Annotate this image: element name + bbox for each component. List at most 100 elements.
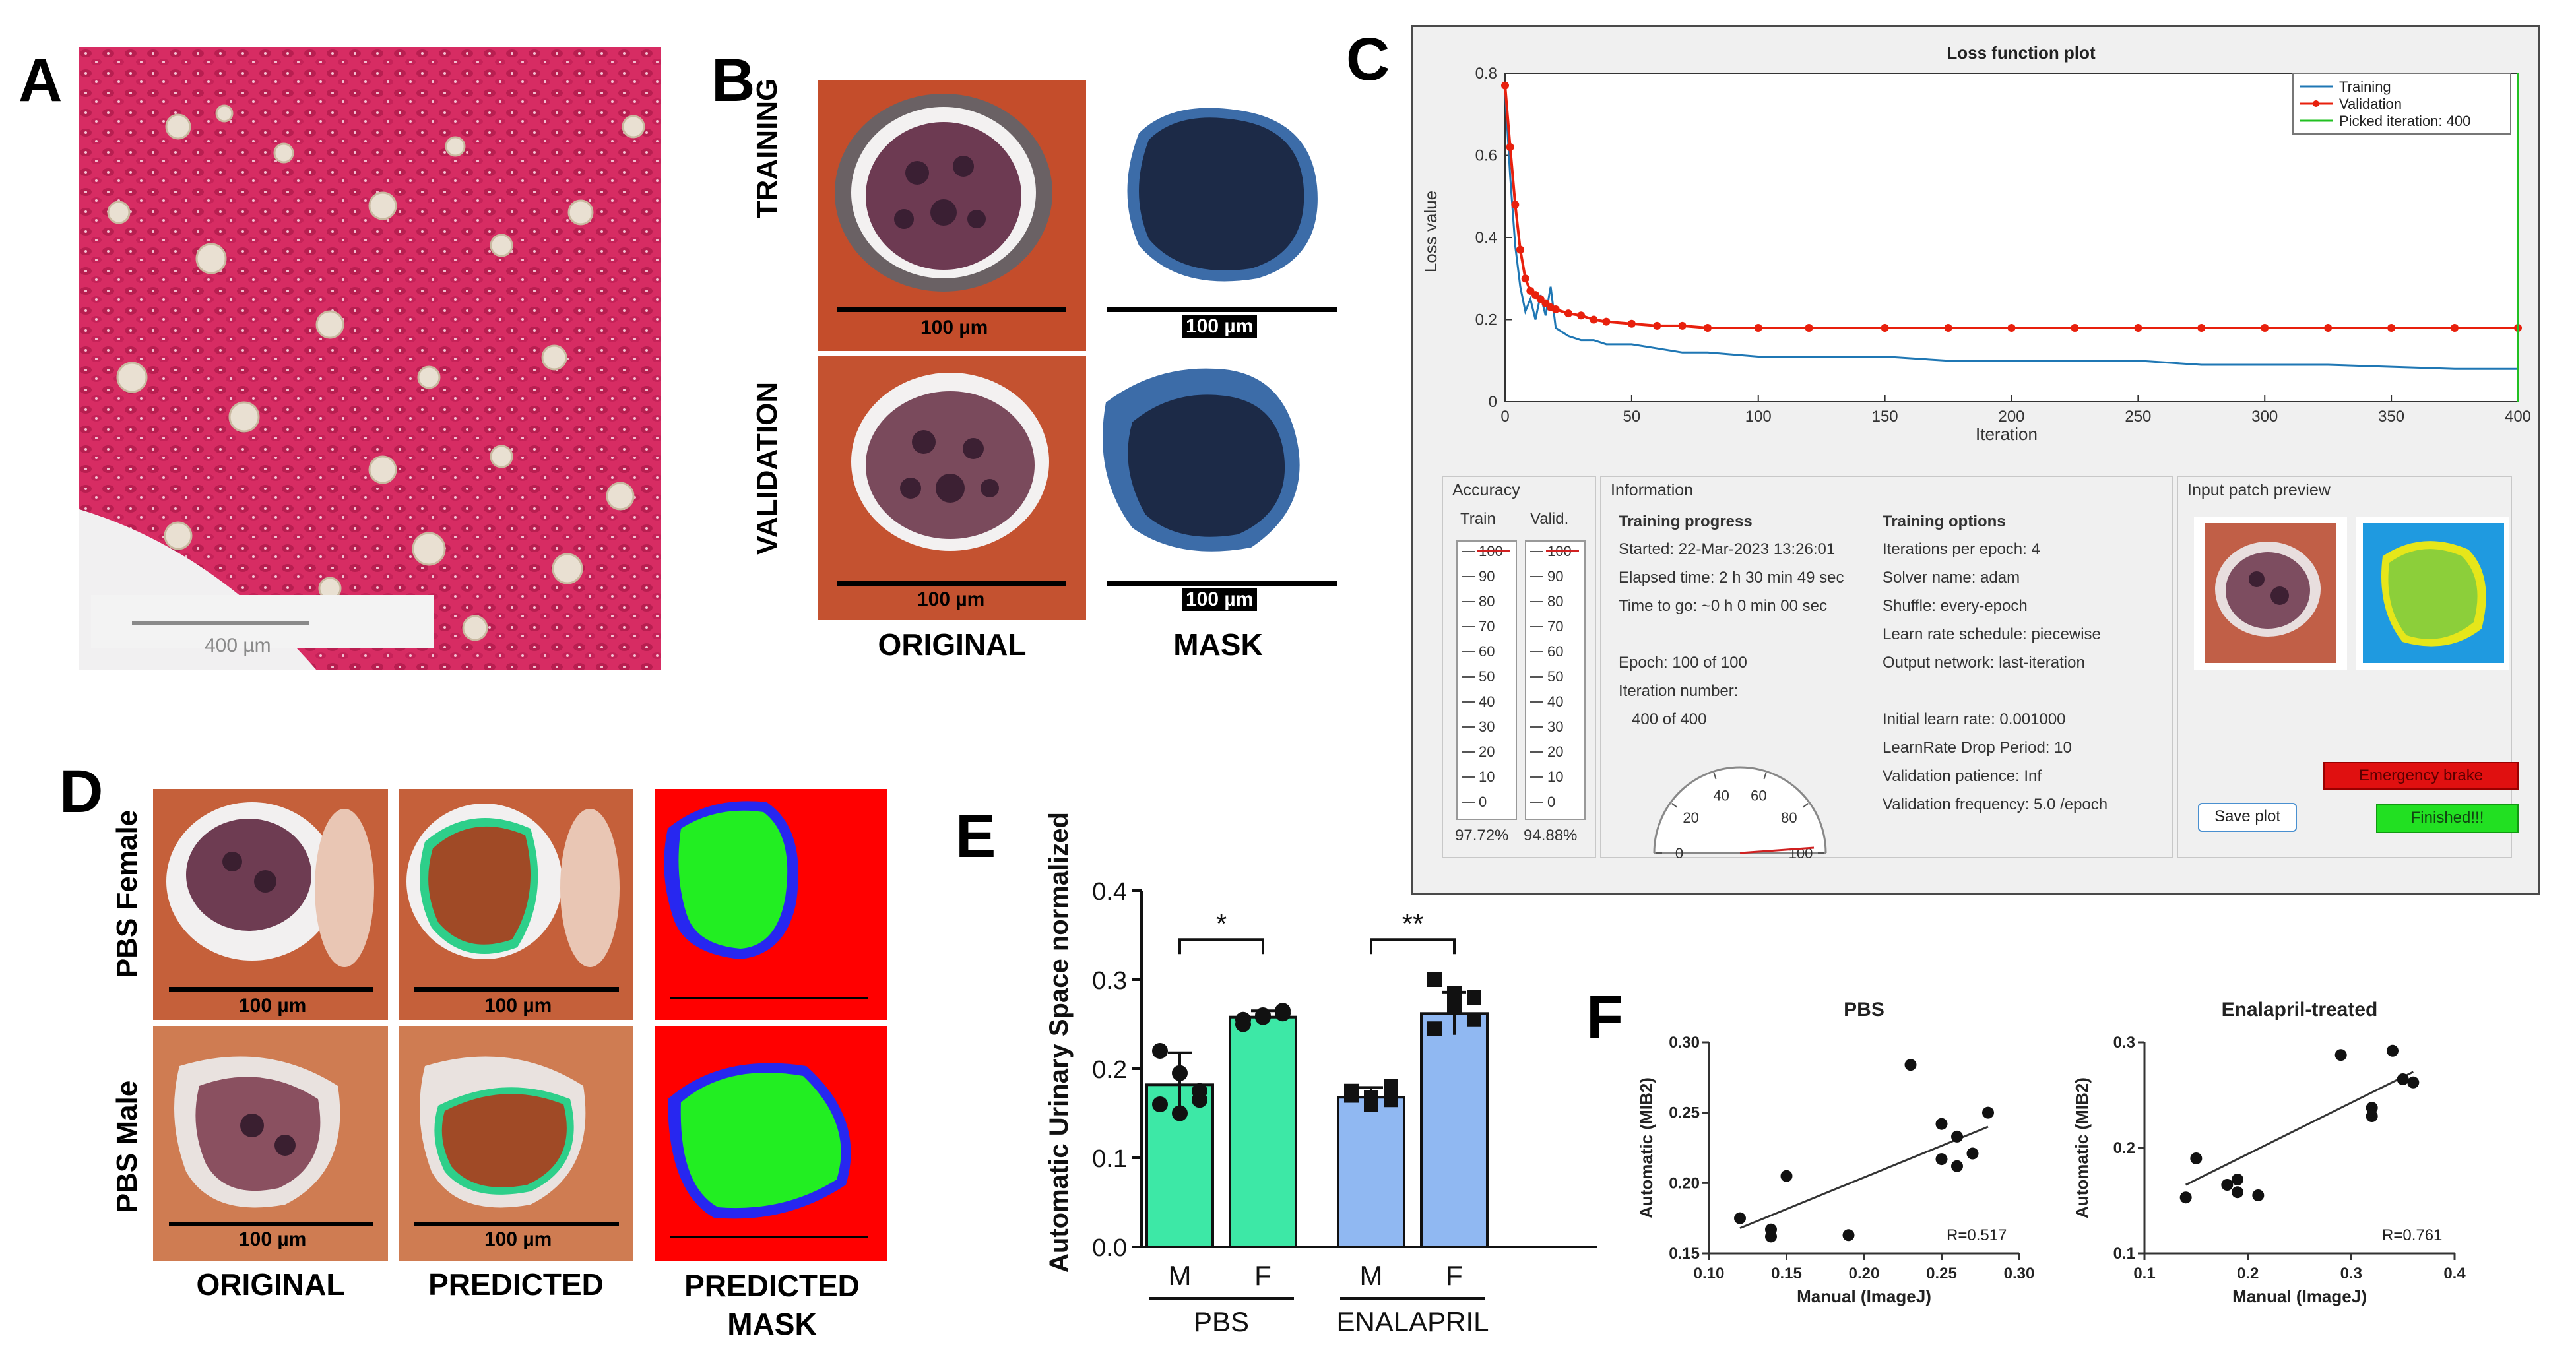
col-label-original-d: ORIGINAL <box>196 1267 345 1302</box>
gauge-tick-mark <box>1530 776 1543 778</box>
f-point <box>2366 1102 2378 1114</box>
col-label-original-b: ORIGINAL <box>878 627 1027 662</box>
row-label-validation: VALIDATION <box>751 381 783 555</box>
gauge-tick-label: 10 <box>1547 769 1564 785</box>
validation-point <box>2387 323 2396 332</box>
e-point <box>1467 1012 1481 1027</box>
gauge-tick-label: 70 <box>1479 618 1495 635</box>
f-xtick-label: 0.2 <box>2237 1265 2259 1282</box>
gauge-tick-mark <box>1462 726 1475 728</box>
scalebar-d5 <box>414 1222 619 1226</box>
e-point <box>1427 1021 1442 1036</box>
accuracy-box: Accuracy Train Valid. 100908070605040302… <box>1442 476 1596 858</box>
f-point <box>2221 1179 2234 1191</box>
gauge-tick-label: 50 <box>1479 668 1495 685</box>
f-point <box>1780 1170 1793 1182</box>
loss-ytick-label: 0.8 <box>1475 65 1497 82</box>
d-male-predicted-mask <box>655 1026 887 1261</box>
training-progress-title: Training progress <box>1619 513 1753 530</box>
legend-training: Training <box>2339 79 2391 95</box>
loss-series-training <box>1504 89 2518 370</box>
gauge-tick-label: 40 <box>1547 693 1564 710</box>
f-ylabel: Automatic (MIB2) <box>2072 1077 2092 1218</box>
validation-point <box>1551 305 1560 313</box>
bar-chart-e: Automatic Urinary Space normalized 0.0 0.… <box>1045 812 1597 1337</box>
f-xlabel: Manual (ImageJ) <box>1797 1286 1931 1306</box>
loss-ytick-label: 0 <box>1489 393 1497 411</box>
gauge-tick-label: 80 <box>1479 593 1495 610</box>
scalebar-b-validation-label: 100 µm <box>917 588 985 610</box>
loss-plot-title: Loss function plot <box>1947 43 2096 63</box>
col-label-predicted-mask-d: PREDICTED MASK <box>684 1269 860 1341</box>
scalebar-b-training <box>837 307 1066 312</box>
option-line: Initial learn rate: 0.001000 <box>1883 710 2066 728</box>
kidney-section-image: 400 µm <box>79 47 661 670</box>
e-ylabel: Automatic Urinary Space normalized <box>1045 812 1074 1273</box>
gauge-tick-label: 20 <box>1479 743 1495 760</box>
f-point <box>1904 1059 1917 1071</box>
validation-point <box>1577 311 1586 320</box>
gauge-tick-label: 30 <box>1547 718 1564 735</box>
gauge-tick-label: 60 <box>1479 643 1495 660</box>
kidney-tissue-texture <box>79 47 661 670</box>
validation-point <box>1511 201 1520 209</box>
f-point <box>1842 1229 1855 1242</box>
scalebar-b-validation-mask <box>1107 581 1337 586</box>
gauge-tick-mark <box>1530 626 1543 627</box>
gauge-tick-label: 0 <box>1479 794 1487 810</box>
dial-tick-label: 40 <box>1713 788 1729 804</box>
e-point <box>1447 999 1462 1014</box>
progress-line: Iteration number: <box>1619 682 1739 700</box>
gauge-tick-label: 90 <box>1479 568 1495 584</box>
validation-point <box>2007 323 2016 332</box>
training-window: Loss function plot Iteration Loss value … <box>1411 25 2540 895</box>
finished-button[interactable]: Finished!!! <box>2376 804 2519 833</box>
e-ytick-label: 0.3 <box>1092 967 1127 995</box>
f-ytick-label: 0.25 <box>1669 1104 1700 1122</box>
panel-label-c: C <box>1346 26 1390 93</box>
gauge-tick-mark <box>1530 676 1543 678</box>
validation-point <box>1516 245 1525 254</box>
dial-tick <box>1713 772 1717 780</box>
panel-label-e: E <box>955 803 996 870</box>
validation-point <box>1881 323 1889 332</box>
loss-xtick-label: 250 <box>2125 408 2151 426</box>
f-annotation: R=0.761 <box>2382 1226 2442 1244</box>
scalebar-d1 <box>169 987 373 992</box>
train-label: Train <box>1460 510 1496 528</box>
d-female-original: 100 µm <box>153 789 388 1020</box>
validation-point <box>2261 323 2269 332</box>
scalebar-b-training-mask <box>1107 307 1337 312</box>
e-point <box>1384 1079 1398 1094</box>
progress-line: Elapsed time: 2 h 30 min 49 sec <box>1619 569 1844 586</box>
f-point <box>1935 1118 1948 1130</box>
f-xtick-label: 0.25 <box>1926 1265 1957 1282</box>
validation-point <box>2134 323 2142 332</box>
progress-line: 400 of 400 <box>1619 710 1707 728</box>
f-ylabel: Automatic (MIB2) <box>1636 1077 1656 1218</box>
validation-point <box>2071 323 2079 332</box>
gauge-tick-mark <box>1462 576 1475 577</box>
gauge-tick-mark <box>1462 551 1475 552</box>
e-point <box>1275 1003 1291 1019</box>
validation-point <box>1501 81 1509 90</box>
f-xtick-label: 0.20 <box>1849 1265 1880 1282</box>
valid-label: Valid. <box>1530 510 1569 528</box>
validation-point <box>2451 323 2459 332</box>
dial-tick-label: 20 <box>1683 809 1698 826</box>
e-significance-label: * <box>1216 908 1227 939</box>
information-box: Information Training progress Started: 2… <box>1600 476 2173 860</box>
gauge-tick-mark <box>1530 726 1543 728</box>
emergency-brake-button[interactable]: Emergency brake <box>2323 762 2519 790</box>
e-significance-bracket <box>1370 938 1456 955</box>
e-point <box>1364 1097 1378 1112</box>
option-line: Output network: last-iteration <box>1883 654 2085 672</box>
f-xlabel: Manual (ImageJ) <box>2232 1286 2367 1306</box>
f-point <box>1966 1147 1979 1160</box>
save-plot-button[interactable]: Save plot <box>2198 803 2297 832</box>
dial-tick <box>1802 802 1809 808</box>
f-point <box>2397 1073 2409 1085</box>
validation-point <box>1602 317 1611 326</box>
